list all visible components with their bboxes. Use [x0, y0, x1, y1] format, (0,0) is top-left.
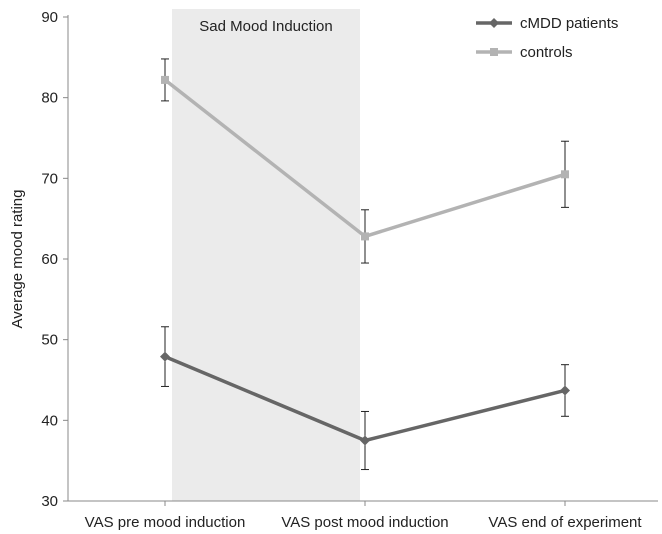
data-point: [160, 351, 170, 362]
data-point: [161, 75, 169, 84]
y-tick-label: 40: [41, 412, 58, 429]
y-tick-label: 80: [41, 90, 58, 107]
y-tick-label: 50: [41, 332, 58, 349]
data-point: [560, 385, 570, 396]
y-axis-title: Average mood rating: [9, 190, 26, 329]
data-point: [561, 170, 569, 179]
legend-label: controls: [520, 44, 573, 61]
x-tick-label: VAS pre mood induction: [85, 514, 246, 531]
x-tick-label: VAS end of experiment: [488, 514, 642, 531]
y-tick-label: 90: [41, 9, 58, 26]
legend-label: cMDD patients: [520, 15, 618, 32]
y-tick-label: 60: [41, 251, 58, 268]
y-tick-label: 70: [41, 170, 58, 187]
axes-layer: 30 40 50 60 70 80 90 VAS pre mood induction VAS …: [9, 9, 658, 531]
series-cmdd-patients: [160, 326, 570, 471]
legend: cMDD patients controls: [476, 15, 618, 61]
data-point: [361, 232, 369, 241]
series-controls: [161, 58, 569, 264]
series-layer: [160, 58, 570, 471]
legend-item: controls: [476, 44, 573, 61]
legend-marker: [490, 48, 498, 56]
sad-mood-induction-region: [172, 9, 360, 501]
legend-marker: [489, 18, 499, 28]
annotation-label: Sad Mood Induction: [199, 18, 332, 35]
x-tick-label: VAS post mood induction: [281, 514, 448, 531]
data-point: [360, 435, 370, 446]
y-tick-label: 30: [41, 493, 58, 510]
annotation-layer: Sad Mood Induction: [172, 9, 360, 501]
legend-item: cMDD patients: [476, 15, 618, 32]
